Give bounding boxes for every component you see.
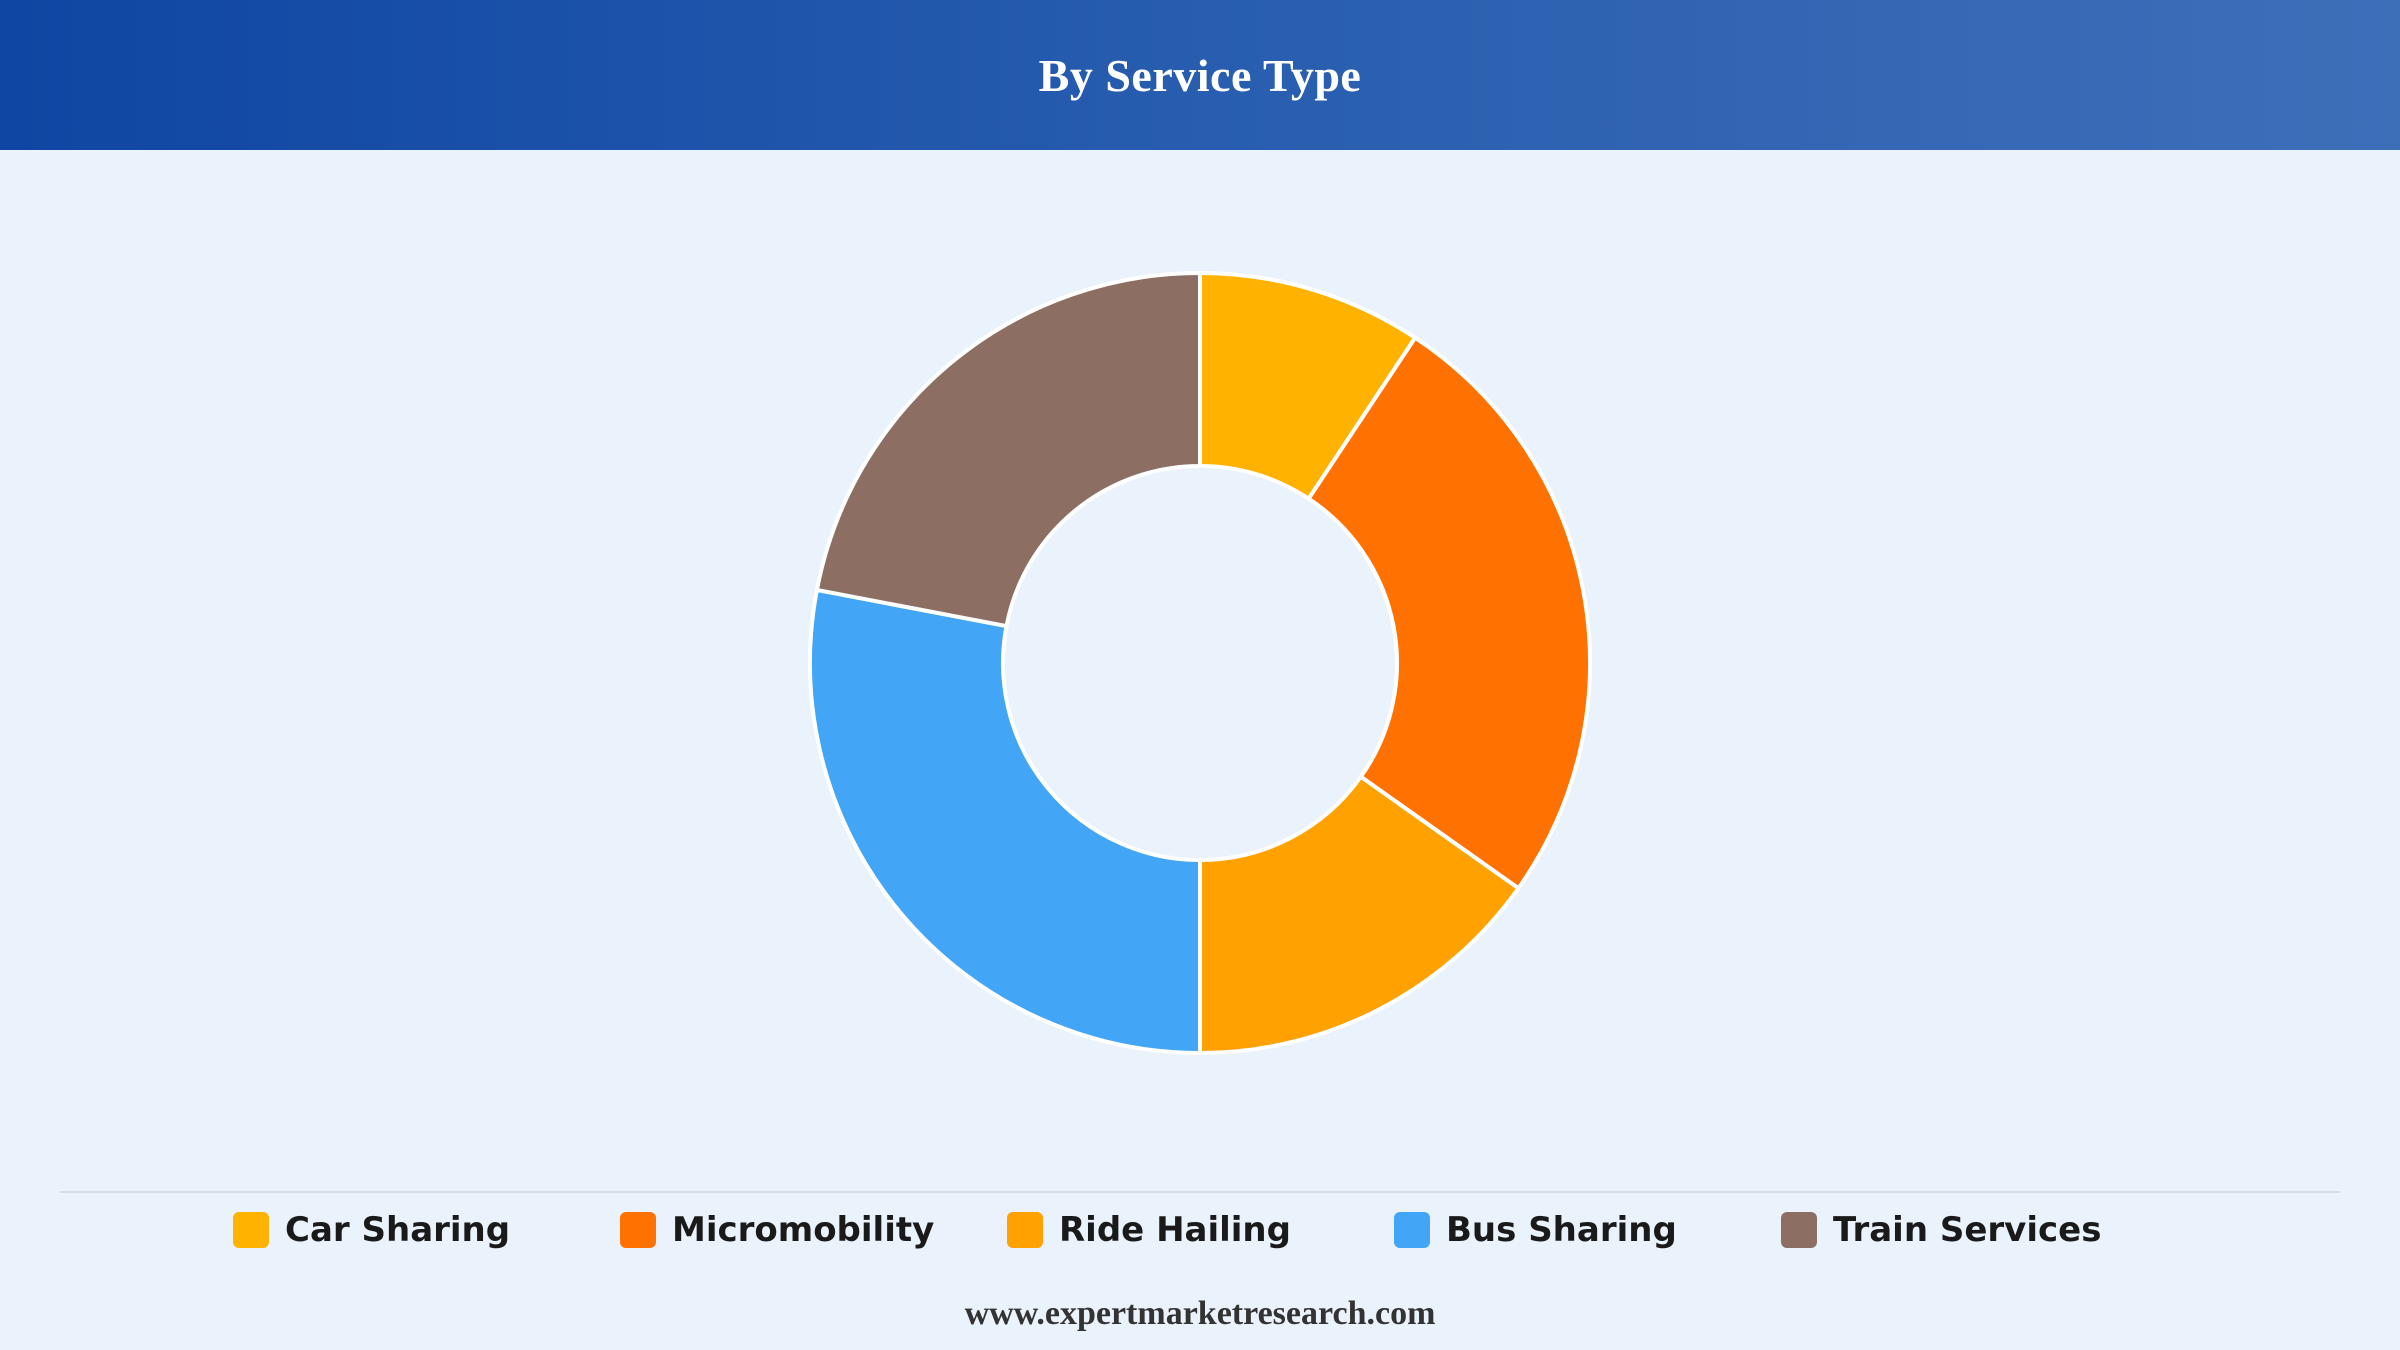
- legend-label: Micromobility: [672, 1210, 935, 1250]
- slice-train-services[interactable]: [814, 271, 1202, 629]
- donut-chart: [808, 271, 1592, 1055]
- legend-swatch: [1007, 1212, 1043, 1248]
- legend-label: Ride Hailing: [1059, 1210, 1291, 1250]
- legend-label: Train Services: [1833, 1210, 2102, 1250]
- legend-label: Car Sharing: [285, 1210, 511, 1250]
- slice-ride-hailing[interactable]: [1198, 774, 1521, 1055]
- chart-legend: Car Sharing Micromobility Ride Hailing Bus …: [0, 1205, 2400, 1255]
- source-footer: www.expertmarketresearch.com: [964, 1295, 1436, 1332]
- legend-item-ride-hailing[interactable]: Ride Hailing: [1007, 1205, 1291, 1255]
- legend-item-micromobility[interactable]: Micromobility: [620, 1205, 934, 1255]
- slice-micromobility[interactable]: [1306, 335, 1592, 891]
- legend-swatch: [1394, 1212, 1430, 1248]
- legend-swatch: [620, 1212, 656, 1248]
- legend-item-car-sharing[interactable]: Car Sharing: [233, 1205, 510, 1255]
- chart-header: By Service Type: [0, 0, 2400, 150]
- legend-item-bus-sharing[interactable]: Bus Sharing: [1394, 1205, 1677, 1255]
- chart-title: By Service Type: [1038, 49, 1362, 101]
- legend-swatch: [1781, 1212, 1817, 1248]
- legend-swatch: [233, 1212, 269, 1248]
- slice-bus-sharing[interactable]: [808, 587, 1202, 1055]
- chart-area: [0, 150, 2400, 1190]
- legend-label: Bus Sharing: [1446, 1210, 1677, 1250]
- legend-item-train-services[interactable]: Train Services: [1781, 1205, 2101, 1255]
- legend-divider: [60, 1191, 2340, 1193]
